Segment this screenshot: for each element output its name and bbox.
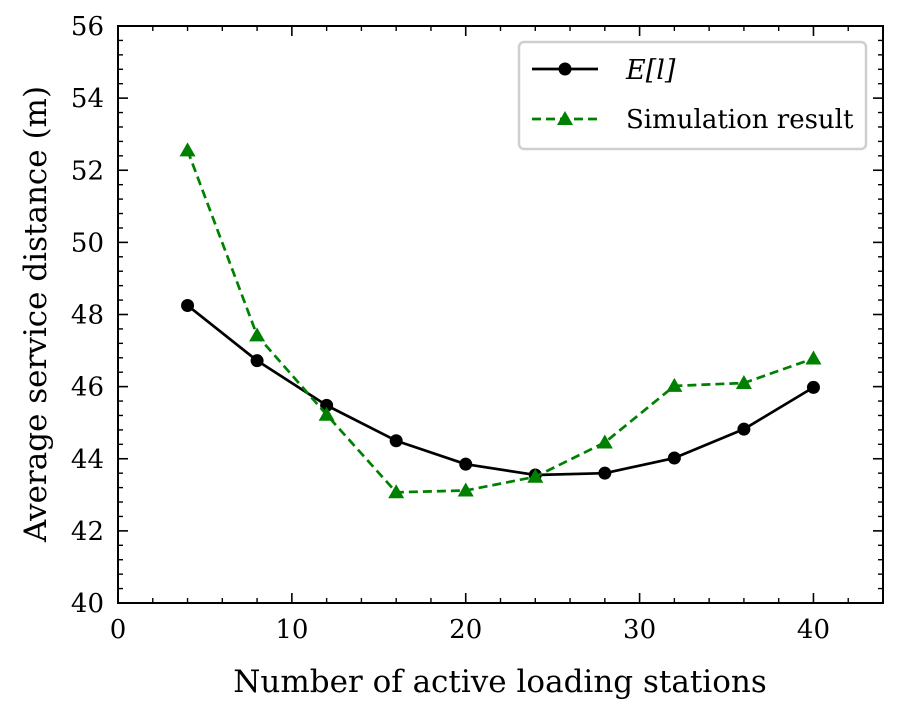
data-point-e-l — [250, 354, 264, 368]
major-ticks — [117, 25, 883, 604]
minor-ticks — [118, 26, 884, 603]
data-point-e-l — [389, 434, 403, 448]
data-point-simulation — [735, 375, 752, 390]
data-point-simulation — [388, 484, 405, 499]
legend-marker-simulation — [557, 111, 573, 125]
data-point-simulation — [596, 434, 613, 449]
legend-box — [517, 40, 868, 151]
y-tick-label: 52 — [71, 156, 104, 186]
data-point-simulation — [666, 377, 683, 392]
y-tick-label: 42 — [71, 517, 104, 547]
x-axis-title: Number of active loading stations — [233, 664, 767, 700]
y-tick-label: 54 — [71, 84, 104, 114]
data-point-simulation — [318, 406, 335, 421]
y-tick-label: 50 — [71, 228, 104, 258]
series-layer — [179, 142, 822, 499]
y-tick-label: 46 — [71, 373, 104, 403]
data-point-e-l — [806, 380, 820, 394]
data-point-simulation — [249, 327, 266, 342]
legend-marker-e-l — [558, 62, 572, 76]
data-point-e-l — [181, 298, 195, 312]
y-axis-title: Average service distance (m) — [18, 86, 54, 543]
x-tick-label: 0 — [110, 615, 127, 645]
x-tick-label: 30 — [623, 615, 656, 645]
x-tick-label: 20 — [449, 615, 482, 645]
data-point-e-l — [737, 422, 751, 436]
data-point-simulation — [457, 482, 474, 497]
data-point-e-l — [320, 398, 334, 412]
y-tick-label: 40 — [71, 589, 104, 619]
data-point-e-l — [459, 457, 473, 471]
data-point-simulation — [527, 468, 544, 483]
series-line-simulation — [186, 149, 814, 494]
legend: E[l] Simulation result — [517, 40, 868, 151]
data-point-simulation — [805, 350, 822, 365]
legend-label-e-l: E[l] — [625, 55, 676, 86]
data-point-e-l — [667, 451, 681, 465]
y-tick-label: 48 — [71, 301, 104, 331]
tick-labels: 0 10 20 30 40 40 42 44 46 48 50 52 54 56 — [71, 12, 830, 645]
y-tick-label: 56 — [71, 12, 104, 42]
data-point-simulation — [179, 142, 196, 157]
x-tick-label: 40 — [797, 615, 830, 645]
y-tick-label: 44 — [71, 445, 104, 475]
series-line-e-l — [186, 304, 815, 477]
data-point-e-l — [598, 466, 612, 480]
x-tick-label: 10 — [275, 615, 308, 645]
legend-label-simulation: Simulation result — [626, 105, 854, 135]
